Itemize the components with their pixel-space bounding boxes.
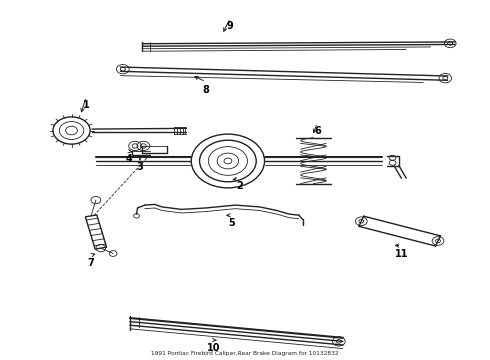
Circle shape <box>53 117 90 144</box>
Polygon shape <box>85 215 107 249</box>
Text: 11: 11 <box>394 248 408 258</box>
Text: 7: 7 <box>88 258 95 268</box>
Text: 10: 10 <box>206 343 220 353</box>
Text: 1991 Pontiac Firebird Caliper,Rear Brake Diagram for 10132832: 1991 Pontiac Firebird Caliper,Rear Brake… <box>151 351 339 356</box>
Text: 3: 3 <box>137 162 143 172</box>
Text: 8: 8 <box>202 85 209 95</box>
Circle shape <box>191 134 265 188</box>
Text: 6: 6 <box>314 126 320 135</box>
Text: 4: 4 <box>125 154 132 164</box>
Text: 1: 1 <box>83 100 90 110</box>
Text: 2: 2 <box>236 181 243 192</box>
Text: 5: 5 <box>228 218 235 228</box>
Text: 9: 9 <box>227 21 234 31</box>
